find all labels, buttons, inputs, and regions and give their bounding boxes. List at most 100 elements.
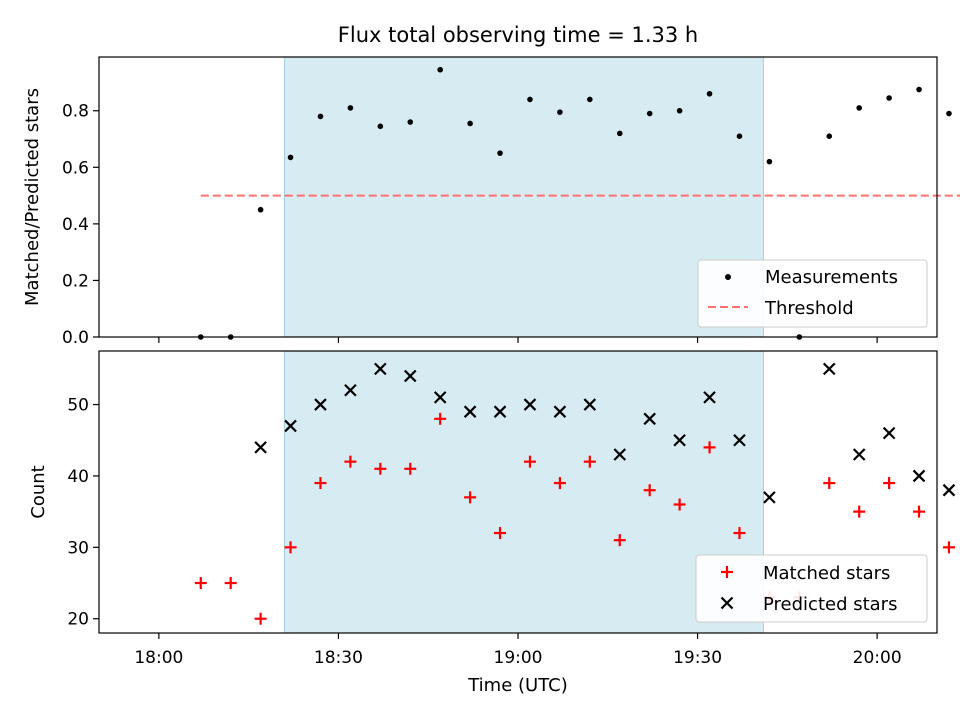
measurement-point bbox=[886, 95, 892, 101]
y-tick-label: 30 bbox=[67, 538, 89, 558]
legend-ratio: Measurements Threshold bbox=[697, 259, 928, 328]
measurement-point bbox=[646, 110, 653, 117]
matched-star-point bbox=[613, 534, 626, 547]
measurement-point bbox=[377, 123, 384, 130]
chart-title: Flux total observing time = 1.33 h bbox=[338, 23, 698, 47]
predicted-star-point bbox=[822, 362, 836, 376]
measurement-point bbox=[557, 109, 563, 115]
x-axis-label: Time (UTC) bbox=[467, 675, 568, 696]
legend-measurements-marker bbox=[725, 274, 731, 280]
measurement-point bbox=[317, 113, 324, 120]
y-axis-label-ratio: Matched/Predicted stars bbox=[22, 88, 43, 306]
y-axis-label-count: Count bbox=[28, 465, 49, 518]
predicted-star-point bbox=[553, 405, 567, 418]
matched-star-point bbox=[494, 527, 507, 540]
matched-star-point bbox=[942, 541, 955, 554]
measurement-point bbox=[587, 96, 593, 103]
predicted-star-point bbox=[763, 491, 776, 504]
matched-star-point bbox=[314, 477, 327, 490]
matched-star-point bbox=[733, 527, 746, 540]
y-tick-label: 0.8 bbox=[62, 102, 89, 122]
legend-predicted-label: Predicted stars bbox=[763, 594, 897, 615]
legend-counts: Matched stars Predicted stars bbox=[695, 554, 928, 623]
predicted-star-point bbox=[882, 426, 896, 440]
measurement-point bbox=[407, 119, 414, 125]
matched-star-point bbox=[464, 491, 477, 504]
x-tick-label: 19:00 bbox=[494, 648, 543, 668]
x-tick-label: 19:30 bbox=[673, 648, 722, 668]
predicted-star-point bbox=[284, 419, 297, 433]
predicted-star-point bbox=[643, 412, 656, 426]
legend-matched-plus bbox=[721, 566, 733, 578]
matched-star-point bbox=[344, 455, 357, 468]
predicted-star-point bbox=[912, 469, 926, 483]
measurement-points bbox=[197, 66, 952, 340]
y-tick-label: 0.4 bbox=[62, 215, 89, 235]
y-tick-label: 40 bbox=[67, 467, 89, 487]
measurement-point bbox=[706, 90, 713, 97]
matched-star-point bbox=[883, 477, 896, 490]
measurement-point bbox=[916, 86, 922, 93]
y-tick-label: 0.6 bbox=[62, 158, 89, 178]
predicted-star-point bbox=[433, 391, 447, 404]
measurement-point bbox=[497, 150, 503, 156]
measurement-point bbox=[437, 66, 443, 73]
measurement-point bbox=[257, 206, 264, 213]
predicted-star-point bbox=[344, 383, 357, 397]
matched-star-point bbox=[434, 412, 447, 425]
predicted-star-point bbox=[942, 483, 956, 497]
predicted-star-point bbox=[314, 398, 327, 411]
measurement-point bbox=[946, 110, 952, 117]
measurement-point bbox=[766, 158, 773, 165]
y-ticks-top: 0.0 0.2 0.4 0.6 0.8 bbox=[62, 102, 99, 348]
measurement-point bbox=[676, 107, 683, 114]
matched-star-point bbox=[913, 505, 926, 518]
predicted-star-point bbox=[703, 391, 716, 404]
matched-star-point bbox=[194, 577, 207, 590]
matched-star-point bbox=[254, 612, 267, 625]
y-tick-label: 0.0 bbox=[62, 328, 89, 348]
predicted-star-point bbox=[852, 448, 866, 461]
x-ticks-top bbox=[158, 337, 878, 343]
measurement-point bbox=[287, 154, 294, 161]
predicted-star-point bbox=[254, 441, 267, 454]
y-tick-label: 20 bbox=[67, 610, 89, 630]
observing-window-top bbox=[284, 56, 764, 338]
measurement-point bbox=[467, 120, 473, 127]
matched-star-point bbox=[673, 498, 686, 511]
y-ticks-bottom: 20 30 40 50 bbox=[67, 396, 99, 630]
predicted-star-point bbox=[374, 362, 387, 376]
matched-star-point bbox=[853, 505, 866, 518]
predicted-star-point bbox=[583, 398, 597, 411]
observing-window-bottom bbox=[284, 350, 764, 634]
x-tick-label: 18:00 bbox=[134, 648, 183, 668]
predicted-star-point bbox=[523, 398, 537, 411]
legend-predicted-cross bbox=[720, 596, 734, 610]
measurement-point bbox=[736, 133, 743, 139]
measurement-point bbox=[856, 105, 862, 111]
matched-star-point bbox=[224, 577, 237, 590]
matched-star-point bbox=[404, 462, 417, 475]
panel-ratio: 0.00.20.40.60.8 Matched/Predicted stars … bbox=[22, 56, 960, 348]
predicted-star-point bbox=[733, 433, 746, 447]
matched-star-point bbox=[823, 477, 836, 490]
matched-star-point bbox=[523, 455, 536, 468]
predicted-star-point bbox=[613, 448, 627, 461]
predicted-star-point bbox=[493, 405, 507, 418]
matched-star-point bbox=[374, 462, 387, 475]
x-tick-label: 18:30 bbox=[314, 648, 363, 668]
y-tick-label: 50 bbox=[67, 396, 89, 416]
matched-star-point bbox=[553, 477, 566, 490]
matched-star-point bbox=[643, 484, 656, 497]
legend-threshold-label: Threshold bbox=[764, 298, 854, 319]
predicted-star-point bbox=[673, 433, 686, 447]
predicted-star-point bbox=[403, 369, 417, 383]
measurement-point bbox=[527, 96, 533, 103]
legend-counts-frame bbox=[695, 554, 928, 623]
legend-predicted-marker bbox=[720, 596, 734, 610]
measurement-point bbox=[616, 130, 623, 137]
count-points bbox=[194, 362, 956, 625]
